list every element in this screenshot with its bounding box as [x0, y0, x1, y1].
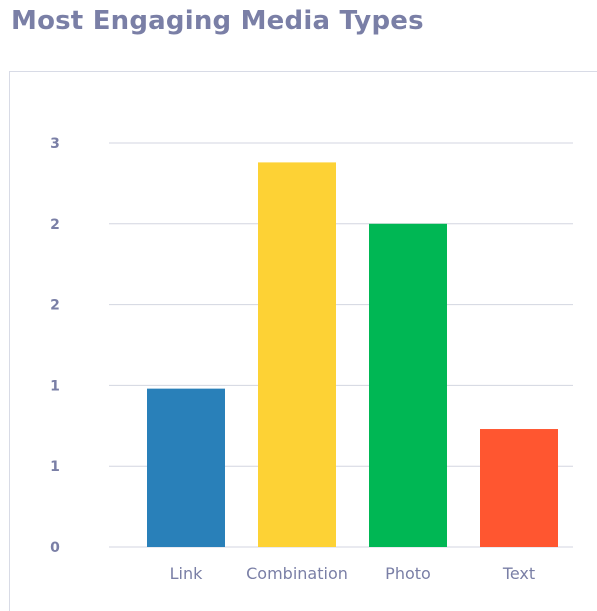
- bar-combination: [258, 162, 336, 547]
- y-tick-label: 1: [50, 378, 60, 394]
- chart-title: Most Engaging Media Types: [11, 6, 424, 36]
- y-tick-label: 2: [50, 217, 60, 233]
- bar-link: [147, 388, 225, 547]
- x-tick-label: Text: [502, 564, 535, 583]
- y-tick-label: 1: [50, 459, 60, 475]
- y-tick-label: 3: [50, 136, 60, 152]
- y-tick-label: 2: [50, 298, 60, 314]
- y-axis-ticks: 0 1 1 2 2 3: [50, 136, 60, 556]
- y-tick-label: 0: [50, 540, 60, 556]
- bars: [147, 162, 558, 548]
- x-tick-label: Combination: [246, 564, 348, 583]
- bar-text: [480, 429, 558, 547]
- chart-card: [9, 71, 597, 611]
- bar-photo: [369, 223, 447, 548]
- x-tick-label: Link: [170, 564, 204, 583]
- x-tick-label: Photo: [385, 564, 431, 583]
- x-axis-labels: Link Combination Photo Text: [170, 564, 536, 583]
